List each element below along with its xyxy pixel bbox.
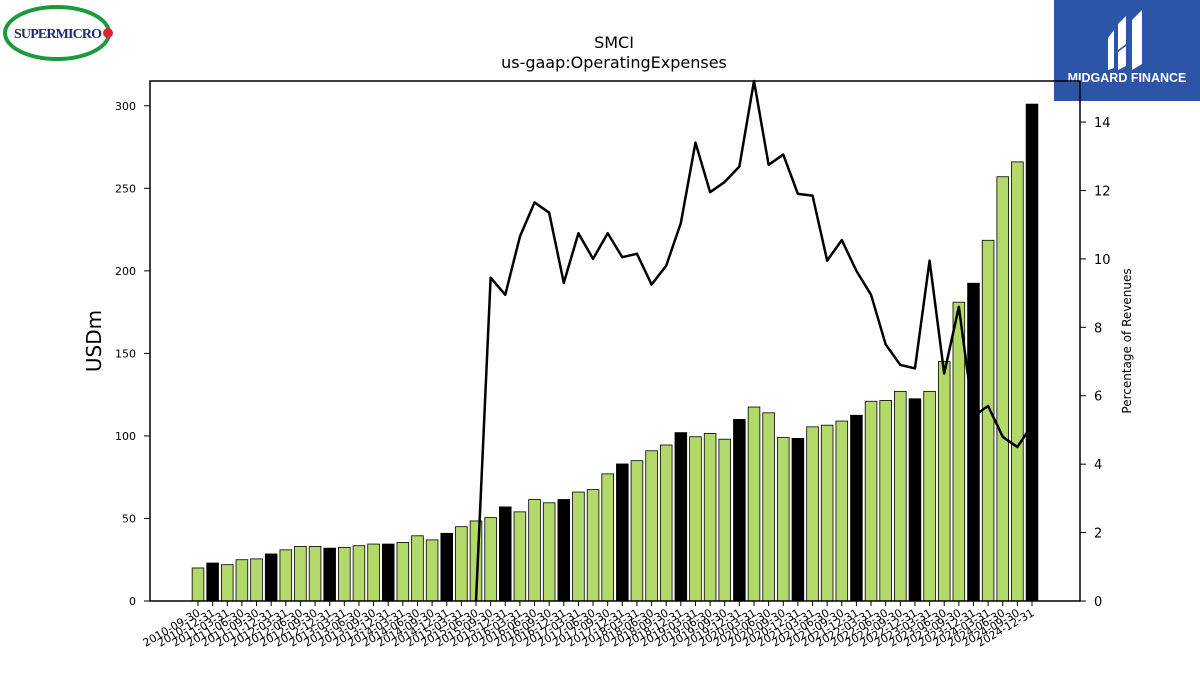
y-tick-label: 50 <box>122 512 136 525</box>
fiscal-year-bar <box>323 547 336 602</box>
y2-tick-label: 2 <box>1094 527 1102 542</box>
publisher-logo-text: MIDGARD FINANCE <box>1068 71 1187 85</box>
quarter-bar <box>308 546 322 602</box>
publisher-emblem-icon <box>1108 10 1142 70</box>
quarter-bar <box>455 526 468 602</box>
y2-axis-label: Percentage of Revenues <box>1120 268 1134 413</box>
y2-tick-label: 0 <box>1094 595 1102 610</box>
quarter-bar <box>338 546 351 602</box>
fiscal-year-bar <box>616 463 629 602</box>
chart-subtitle: us-gaap:OperatingExpenses <box>501 53 727 72</box>
y-tick-label: 200 <box>115 265 136 278</box>
quarter-bar <box>411 535 424 602</box>
fiscal-year-bar <box>440 532 453 602</box>
quarter-bar <box>425 539 439 602</box>
company-logo: SUPERMICRO <box>3 5 113 61</box>
fiscal-year-bar <box>674 432 688 602</box>
quarter-bar <box>952 301 966 602</box>
quarter-bar <box>689 436 702 602</box>
logo-dot <box>103 28 113 38</box>
y-tick-label: 0 <box>129 595 136 608</box>
company-logo-text: SUPERMICRO <box>14 27 102 42</box>
quarter-bar <box>806 426 819 602</box>
fiscal-year-bar <box>1025 103 1039 602</box>
quarter-bar <box>528 499 541 602</box>
quarter-bar <box>703 433 717 602</box>
quarter-bar <box>864 400 878 602</box>
quarter-bar <box>484 517 497 602</box>
quarter-bar <box>235 559 249 602</box>
quarter-bar <box>542 502 556 602</box>
quarter-bar <box>513 511 527 602</box>
quarter-bar <box>630 460 644 602</box>
fiscal-year-bar <box>733 419 746 602</box>
quarter-bar <box>1011 161 1024 602</box>
y-axis-label: USDm <box>82 310 106 372</box>
quarter-bar <box>937 361 951 602</box>
y2-tick-label: 4 <box>1094 458 1102 473</box>
fiscal-year-bar <box>381 543 395 602</box>
x-axis-ticks: 2010-09-302010-12-312011-03-312011-06-30… <box>141 601 1037 650</box>
fiscal-year-bar <box>850 414 863 602</box>
quarter-bar <box>835 420 849 602</box>
quarter-bar <box>396 542 410 602</box>
publisher-logo-background <box>1054 0 1200 101</box>
quarter-bar <box>352 545 366 602</box>
quarter-bar <box>894 390 907 602</box>
y2-axis-ticks: 0 2 4 6 8 10 12 14 <box>1080 116 1111 610</box>
y-tick-label: 100 <box>115 430 136 443</box>
quarter-bar <box>659 444 673 602</box>
quarter-bar <box>250 558 263 602</box>
y2-tick-label: 10 <box>1094 253 1111 268</box>
quarter-bar <box>996 176 1009 602</box>
quarter-bar <box>762 412 775 602</box>
quarter-bar <box>601 473 614 602</box>
y-tick-label: 300 <box>115 100 136 113</box>
bar-series <box>191 103 1039 602</box>
quarter-bar <box>923 390 936 602</box>
fiscal-year-bar <box>967 282 980 602</box>
quarter-bar <box>279 549 293 602</box>
y2-tick-label: 6 <box>1094 390 1102 405</box>
fiscal-year-bar <box>499 506 512 602</box>
quarter-bar <box>367 543 380 602</box>
chart-title: SMCI <box>594 33 634 52</box>
quarter-bar <box>645 450 658 602</box>
quarter-bar <box>294 546 307 602</box>
fiscal-year-bar <box>206 562 219 602</box>
quarter-bar <box>820 424 834 602</box>
quarter-bar <box>221 564 234 602</box>
y-tick-label: 150 <box>115 347 136 360</box>
quarter-bar <box>191 567 205 602</box>
plot-frame <box>149 80 1081 602</box>
quarter-bar <box>747 406 761 602</box>
fiscal-year-bar <box>264 553 278 602</box>
y2-tick-label: 14 <box>1094 116 1111 131</box>
quarter-bar <box>777 437 790 602</box>
quarter-bar <box>586 489 600 602</box>
publisher-logo: MIDGARD FINANCE <box>1054 0 1200 101</box>
y-axis-ticks: 0 50 100 150 200 250 300 <box>115 100 150 608</box>
fiscal-year-bar <box>908 398 922 602</box>
fiscal-year-bar <box>557 499 571 602</box>
quarter-bar <box>879 400 892 602</box>
quarter-bar <box>718 438 731 602</box>
quarter-bar <box>572 491 585 602</box>
fiscal-year-bar <box>791 437 805 602</box>
quarter-bar <box>981 239 995 602</box>
y-tick-label: 250 <box>115 182 136 195</box>
y2-tick-label: 12 <box>1094 184 1111 199</box>
y2-tick-label: 8 <box>1094 321 1102 336</box>
